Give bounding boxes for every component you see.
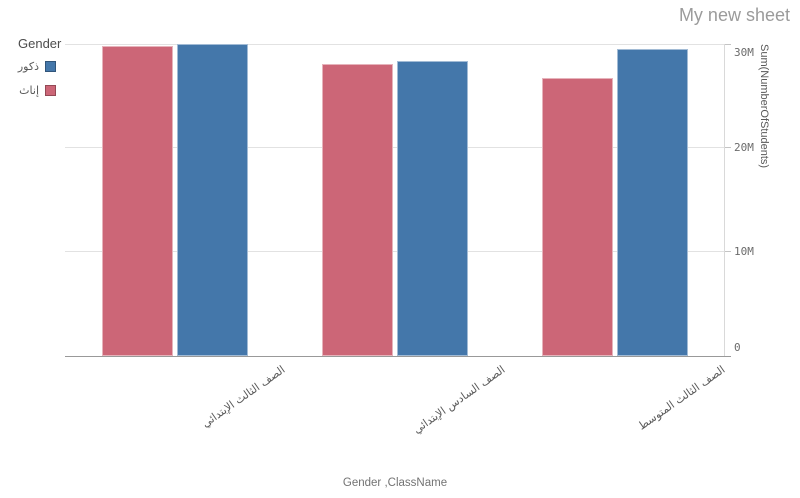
legend-item-1[interactable]: ذكور	[18, 59, 56, 73]
y-axis-title: Sum(NumberOfStudents)	[758, 44, 770, 169]
bar-إناث-2[interactable]	[322, 64, 393, 356]
gridline-30M	[65, 44, 725, 45]
y-tick-label: 10M	[734, 245, 754, 258]
bar-إناث-3[interactable]	[542, 78, 613, 356]
y-axis-line	[724, 44, 725, 356]
y-tick-label: 30M	[734, 46, 754, 59]
y-tick-label: 0	[734, 341, 741, 354]
legend-item-label: إناث	[19, 83, 39, 97]
y-tick-mark	[725, 147, 731, 148]
y-tick-mark	[725, 44, 731, 45]
legend-swatch-icon	[45, 84, 56, 96]
legend-item-label: ذكور	[17, 59, 39, 73]
x-axis-baseline	[65, 356, 731, 357]
legend-item-2[interactable]: إناث	[18, 83, 56, 97]
bar-إناث-1[interactable]	[102, 46, 173, 356]
bar-ذكور-1[interactable]	[177, 44, 248, 356]
y-tick-label: 20M	[734, 141, 754, 154]
legend-title: Gender	[18, 36, 62, 51]
sheet-title: My new sheet	[678, 5, 790, 25]
legend-items: ذكور إناث	[18, 59, 61, 97]
y-tick-mark	[725, 251, 731, 252]
gridline-20M	[65, 147, 725, 148]
bar-ذكور-3[interactable]	[617, 49, 688, 356]
x-axis-title: Gender ,ClassName	[342, 477, 448, 489]
bar-ذكور-2[interactable]	[397, 61, 468, 356]
legend-swatch-icon	[45, 60, 56, 72]
gridline-10M	[65, 251, 725, 252]
plot-area	[65, 44, 731, 357]
legend: Gender ذكور إناث	[18, 36, 62, 107]
